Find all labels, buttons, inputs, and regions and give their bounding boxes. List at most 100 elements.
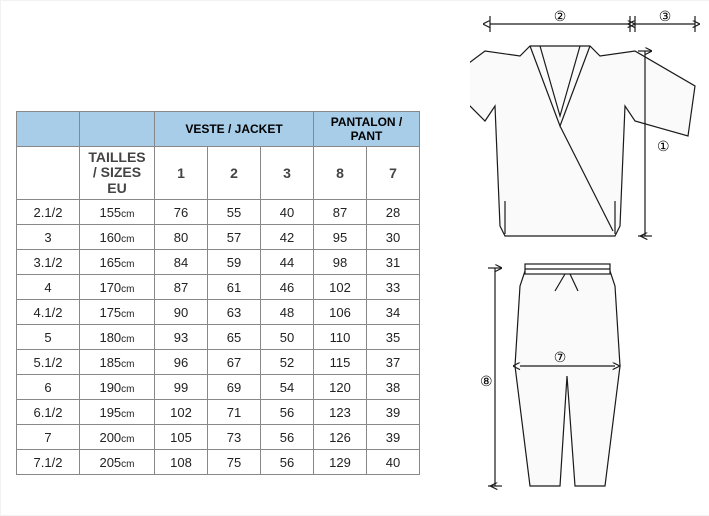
cell-value: 108 [155,450,208,475]
cell-value: 56 [261,425,314,450]
label-1: ① [657,138,670,154]
cell-value: 67 [208,350,261,375]
cell-value: 39 [367,400,420,425]
cell-value: 65 [208,325,261,350]
cell-value: 102 [314,275,367,300]
table-row: 7200cm105735612639 [17,425,420,450]
table-row: 6190cm99695412038 [17,375,420,400]
column-number-row: TAILLES / SIZES EU12387 [17,147,420,200]
cell-value: 55 [208,200,261,225]
header-jacket: VESTE / JACKET [155,112,314,147]
cell-value: 123 [314,400,367,425]
cell-value: 80 [155,225,208,250]
cell-value: 63 [208,300,261,325]
cell-size: 6 [17,375,80,400]
cell-value: 40 [261,200,314,225]
cell-value: 44 [261,250,314,275]
table-row: 5.1/2185cm96675211537 [17,350,420,375]
cell-value: 98 [314,250,367,275]
table-body: TAILLES / SIZES EU123872.1/2155cm7655408… [17,147,420,475]
cell-value: 33 [367,275,420,300]
cell-value: 87 [155,275,208,300]
header-blank-2 [80,112,155,147]
cell-size: 7 [17,425,80,450]
cell-value: 52 [261,350,314,375]
label-8: ⑧ [480,373,493,389]
cell-cm: 175cm [80,300,155,325]
cell-cm: 205cm [80,450,155,475]
cell-size: 7.1/2 [17,450,80,475]
cell-value: 46 [261,275,314,300]
cell-cm: 160cm [80,225,155,250]
cell-value: 90 [155,300,208,325]
cell-blank [17,147,80,200]
cell-value: 54 [261,375,314,400]
cell-value: 50 [261,325,314,350]
cell-value: 28 [367,200,420,225]
cell-value: 61 [208,275,261,300]
cell-cm: 165cm [80,250,155,275]
cell-size: 4 [17,275,80,300]
cell-value: 37 [367,350,420,375]
col-num-1: 1 [155,147,208,200]
cell-value: 115 [314,350,367,375]
cell-size: 5.1/2 [17,350,80,375]
col-num-8: 8 [314,147,367,200]
cell-value: 59 [208,250,261,275]
cell-value: 110 [314,325,367,350]
table-row: 5180cm93655011035 [17,325,420,350]
cell-value: 126 [314,425,367,450]
cell-value: 38 [367,375,420,400]
cell-value: 106 [314,300,367,325]
cell-value: 96 [155,350,208,375]
cell-value: 48 [261,300,314,325]
col-num-7: 7 [367,147,420,200]
table-row: 3160cm8057429530 [17,225,420,250]
header-pant: PANTALON / PANT [314,112,420,147]
table-row: 3.1/2165cm8459449831 [17,250,420,275]
cell-value: 105 [155,425,208,450]
cell-size: 4.1/2 [17,300,80,325]
cell-value: 31 [367,250,420,275]
cell-value: 129 [314,450,367,475]
garment-diagram: ② ③ ① ⑦ ⑧ [470,6,700,506]
cell-cm: 195cm [80,400,155,425]
cell-value: 57 [208,225,261,250]
cell-value: 40 [367,450,420,475]
cell-cm: 155cm [80,200,155,225]
col-num-2: 2 [208,147,261,200]
cell-value: 71 [208,400,261,425]
cell-cm: 190cm [80,375,155,400]
cell-cm: 185cm [80,350,155,375]
cell-value: 84 [155,250,208,275]
cell-value: 34 [367,300,420,325]
cell-value: 102 [155,400,208,425]
label-3: ③ [659,8,672,24]
col-num-3: 3 [261,147,314,200]
cell-value: 39 [367,425,420,450]
cell-size: 3 [17,225,80,250]
cell-cm: 180cm [80,325,155,350]
cell-value: 73 [208,425,261,450]
cell-value: 42 [261,225,314,250]
label-7: ⑦ [554,349,567,365]
cell-value: 35 [367,325,420,350]
cell-cm: 200cm [80,425,155,450]
cell-size: 5 [17,325,80,350]
cell-value: 99 [155,375,208,400]
sizes-label: TAILLES / SIZES EU [80,147,155,200]
cell-value: 75 [208,450,261,475]
cell-value: 69 [208,375,261,400]
cell-size: 3.1/2 [17,250,80,275]
cell-size: 6.1/2 [17,400,80,425]
table-row: 4170cm87614610233 [17,275,420,300]
label-2: ② [554,8,567,24]
table-row: 4.1/2175cm90634810634 [17,300,420,325]
cell-value: 120 [314,375,367,400]
header-blank-1 [17,112,80,147]
cell-size: 2.1/2 [17,200,80,225]
cell-cm: 170cm [80,275,155,300]
table-row: 2.1/2155cm7655408728 [17,200,420,225]
table-row: 7.1/2205cm108755612940 [17,450,420,475]
size-chart-table: VESTE / JACKET PANTALON / PANT TAILLES /… [16,111,420,475]
